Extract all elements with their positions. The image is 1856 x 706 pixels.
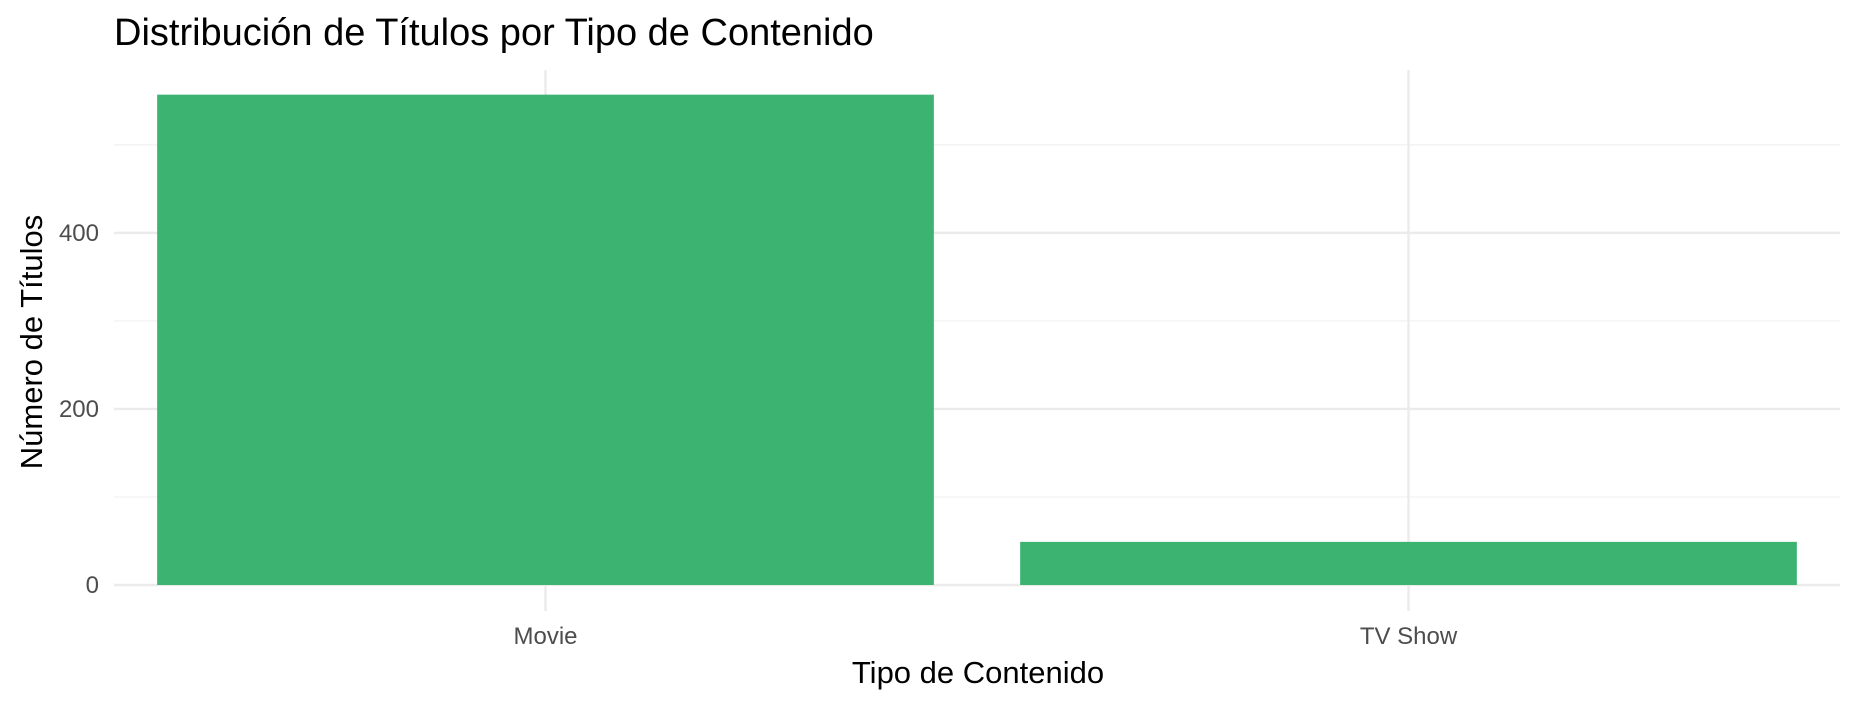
x-axis-title: Tipo de Contenido [852, 655, 1104, 690]
bars [157, 94, 1797, 586]
y-axis-title: Número de Títulos [14, 215, 49, 469]
x-tick-labels: Movie TV Show [513, 623, 1457, 650]
y-tick-label: 400 [59, 220, 99, 247]
chart-title: Distribución de Títulos por Tipo de Cont… [114, 12, 874, 54]
y-tick-label: 200 [59, 396, 99, 423]
x-tick-label: TV Show [1360, 623, 1458, 650]
y-tick-label: 0 [86, 572, 99, 599]
x-tick-label: Movie [513, 623, 577, 650]
bar-tv-show [1020, 541, 1797, 585]
y-tick-labels: 0 200 400 [59, 220, 99, 599]
bar-movie [157, 94, 934, 586]
